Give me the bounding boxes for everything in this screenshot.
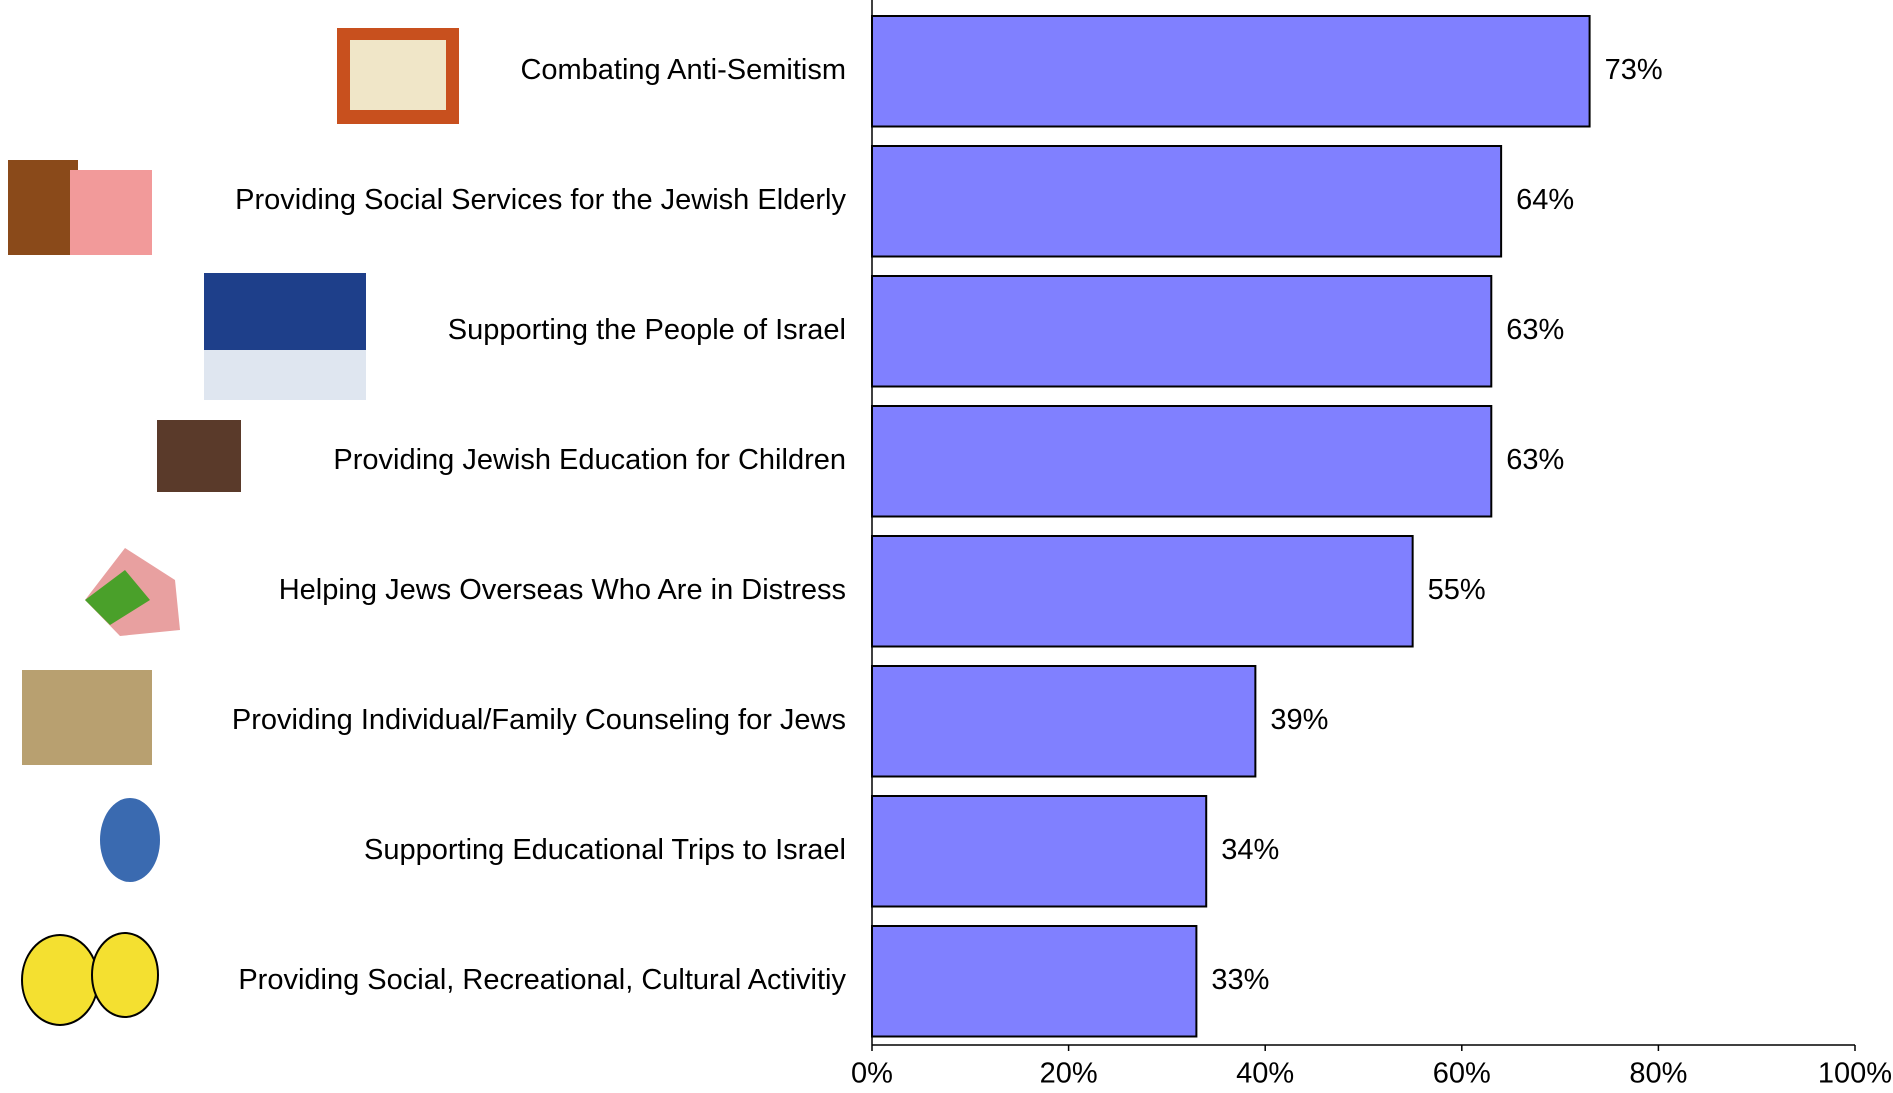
bar: [871, 665, 1257, 778]
category-label: Supporting Educational Trips to Israel: [364, 834, 846, 866]
icon: [21, 934, 99, 1026]
bar: [871, 795, 1208, 908]
x-tick-label: 80%: [1629, 1058, 1687, 1090]
icon: [91, 932, 159, 1018]
value-label: 39%: [1270, 704, 1328, 736]
value-label: 63%: [1506, 314, 1564, 346]
icon: [350, 40, 446, 110]
x-tick-label: 100%: [1818, 1058, 1892, 1090]
bar: [871, 535, 1414, 648]
icon: [70, 170, 152, 255]
category-label: Combating Anti-Semitism: [520, 54, 846, 86]
bar: [871, 275, 1493, 388]
x-tick-label: 20%: [1040, 1058, 1098, 1090]
value-label: 63%: [1506, 444, 1564, 476]
x-tick-label: 60%: [1433, 1058, 1491, 1090]
category-label: Providing Individual/Family Counseling f…: [232, 704, 846, 736]
icon: [204, 350, 366, 400]
value-label: 73%: [1605, 54, 1663, 86]
category-label: Helping Jews Overseas Who Are in Distres…: [279, 574, 846, 606]
value-label: 55%: [1428, 574, 1486, 606]
category-label: Providing Social Services for the Jewish…: [235, 184, 846, 216]
bar: [871, 405, 1493, 518]
x-tick-label: 40%: [1236, 1058, 1294, 1090]
category-label: Supporting the People of Israel: [448, 314, 846, 346]
bar: [871, 145, 1503, 258]
category-label: Providing Social, Recreational, Cultural…: [238, 964, 846, 996]
icon: [157, 420, 241, 492]
icon: [85, 570, 150, 625]
icons: [8, 28, 459, 1026]
icon: [100, 798, 160, 882]
bar: [871, 925, 1198, 1038]
value-label: 64%: [1516, 184, 1574, 216]
icon: [22, 670, 152, 765]
category-label: Providing Jewish Education for Children: [333, 444, 846, 476]
value-label: 34%: [1221, 834, 1279, 866]
bar: [871, 15, 1591, 128]
icon: [8, 160, 78, 255]
value-label: 33%: [1211, 964, 1269, 996]
x-tick-label: 0%: [851, 1058, 893, 1090]
